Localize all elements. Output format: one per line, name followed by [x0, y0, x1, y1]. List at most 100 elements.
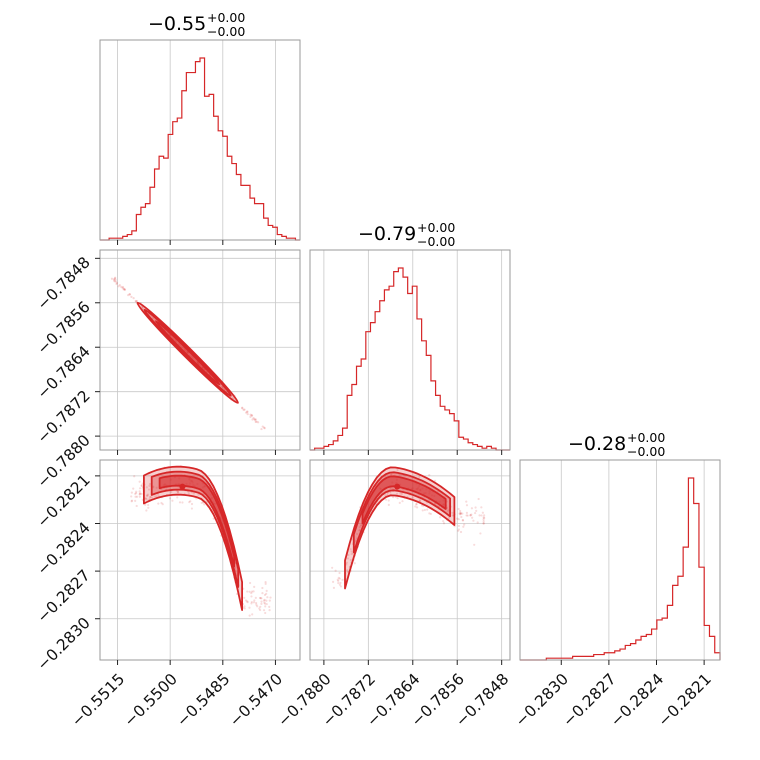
scatter-point [190, 502, 194, 506]
scatter-point [358, 526, 361, 529]
scatter-point [246, 590, 249, 593]
scatter-point [250, 414, 253, 417]
scatter-point [248, 590, 251, 593]
frame-p1-p2 [309, 459, 511, 661]
scatter-point [250, 591, 253, 595]
scatter-point [262, 609, 266, 612]
scatter-point [429, 512, 432, 515]
scatter-point [120, 285, 123, 288]
scatter-point [263, 593, 267, 597]
scatter-point [259, 597, 262, 600]
scatter-point [134, 492, 137, 495]
histogram-param-0 [100, 57, 300, 241]
scatter-point [135, 490, 138, 493]
panel-hist-2: −0.2830−0.2827−0.2824−0.2821 [512, 459, 721, 730]
scatter-point [416, 506, 419, 509]
scatter-point [146, 493, 150, 496]
scatter-point [234, 566, 237, 570]
histogram-param-2 [520, 477, 721, 661]
scatter-point [138, 490, 141, 493]
scatter-point [415, 502, 418, 506]
scatter-point [426, 508, 429, 511]
title-param-2: −0.28 +0.00 −0.00 [568, 430, 665, 459]
scatter-point [122, 288, 125, 291]
scatter-point [145, 509, 148, 512]
scatter-point [261, 592, 264, 595]
scatter-point [259, 605, 262, 608]
scatter-point [423, 508, 426, 512]
scatter-point [145, 498, 148, 501]
title-param-1-sub: −0.00 [417, 234, 455, 249]
scatter-point [400, 492, 404, 495]
scatter-point [482, 522, 485, 525]
scatter-point [178, 501, 182, 504]
scatter-point [254, 418, 257, 421]
scatter-point [389, 473, 393, 476]
scatter-point [134, 299, 137, 303]
scatter-point [470, 513, 473, 516]
scatter-point [115, 281, 119, 285]
scatter-point [145, 494, 148, 497]
scatter-point [160, 501, 163, 505]
scatter-point [260, 427, 263, 431]
scatter-point [161, 503, 164, 506]
scatter-point [261, 586, 264, 590]
scatter-point [451, 514, 454, 517]
scatter-point [255, 603, 258, 606]
scatter-point [266, 596, 269, 599]
scatter-point [465, 500, 468, 503]
scatter-point [252, 590, 255, 593]
ylabels-param-2: −0.2830−0.2827−0.2824−0.2821 [34, 471, 94, 674]
scatter-point [155, 494, 158, 498]
scatter-point [134, 495, 137, 498]
scatter-point [148, 484, 151, 487]
scatter-point [243, 605, 246, 608]
scatter-point [171, 499, 174, 502]
scatter-point [469, 514, 472, 517]
scatter-point [451, 511, 454, 514]
frame-hist-0 [99, 39, 301, 241]
scatter-point [465, 514, 468, 517]
scatter-point [152, 317, 155, 320]
scatter-point [465, 504, 469, 507]
contour-p1-p2 [331, 466, 486, 590]
scatter-point [114, 278, 117, 281]
scatter-point [478, 514, 481, 517]
scatter-point [265, 602, 268, 606]
scatter-point [246, 413, 249, 416]
panel-p0-p1: −0.7880−0.7872−0.7864−0.7856−0.7848 [34, 249, 301, 491]
frame-p0-p2 [99, 459, 301, 661]
scatter-point [241, 407, 244, 410]
scatter-point [117, 285, 120, 288]
scatter-point [395, 492, 399, 495]
contour-level [154, 320, 221, 386]
density-peak [394, 483, 401, 490]
scatter-point [259, 608, 262, 612]
scatter-point [269, 596, 272, 599]
scatter-point [252, 416, 255, 420]
scatter-point [138, 492, 142, 495]
scatter-point [149, 495, 152, 499]
scatter-point [447, 509, 450, 512]
grid-p1-p2 [310, 460, 510, 660]
ticks-p0-p1 [95, 257, 276, 455]
scatter-point [253, 599, 256, 602]
title-param-2-sup: +0.00 [627, 430, 665, 445]
xlabels-param-2: −0.2830−0.2827−0.2824−0.2821 [512, 670, 715, 730]
scatter-point [147, 488, 151, 491]
scatter-point [147, 503, 150, 507]
scatter-point [243, 408, 246, 411]
scatter-point [189, 500, 192, 503]
panel-hist-0 [99, 39, 301, 245]
panel-hist-1 [309, 249, 511, 455]
scatter-point [140, 492, 143, 496]
scatter-point [254, 596, 257, 599]
scatter-point [113, 280, 116, 283]
scatter-point [138, 493, 141, 496]
ticks-hist-0 [117, 240, 276, 245]
scatter-point [130, 495, 133, 498]
scatter-point [263, 426, 266, 429]
contour-p0-p2 [130, 465, 272, 617]
scatter-point [483, 514, 486, 517]
scatter-point [264, 611, 267, 615]
